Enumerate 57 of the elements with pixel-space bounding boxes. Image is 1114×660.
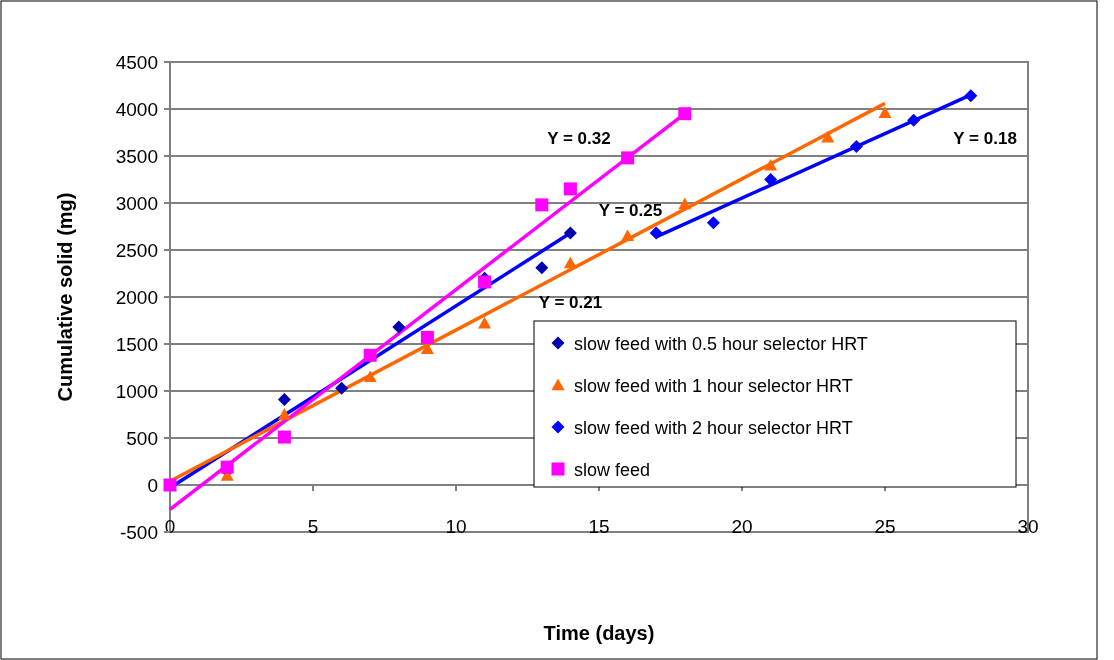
point <box>277 392 291 406</box>
legend-label: slow feed with 2 hour selector HRT <box>574 418 853 438</box>
y-tick-label: 4500 <box>115 52 158 73</box>
point <box>649 226 663 240</box>
y-tick-label: 3500 <box>115 146 158 167</box>
annotation: Y = 0.21 <box>538 293 603 313</box>
x-tick-label: 5 <box>307 516 319 537</box>
x-tick-label: 30 <box>1017 516 1039 537</box>
point <box>420 330 434 344</box>
y-tick-label: 2500 <box>115 240 158 261</box>
point <box>706 216 720 230</box>
legend-label: slow feed with 1 hour selector HRT <box>574 376 853 396</box>
y-tick-label: 0 <box>147 475 158 496</box>
legend-label: slow feed with 0.5 hour selector HRT <box>574 334 868 354</box>
point <box>220 460 234 474</box>
point <box>277 408 291 420</box>
point <box>764 173 778 186</box>
point <box>392 320 406 334</box>
point <box>335 381 349 395</box>
point <box>163 478 177 492</box>
y-tick-label: 2000 <box>115 287 158 308</box>
point <box>764 158 778 171</box>
annotation: Y = 0.25 <box>598 201 663 221</box>
y-tick-label: -500 <box>119 522 158 543</box>
legend-label: slow feed <box>574 460 651 480</box>
point <box>563 182 577 196</box>
x-tick-label: 25 <box>874 516 896 537</box>
y-tick-label: 3000 <box>115 193 158 214</box>
y-tick-label: 500 <box>126 428 158 449</box>
point <box>878 106 892 118</box>
point <box>535 261 549 275</box>
point <box>678 107 692 121</box>
point <box>821 130 835 143</box>
y-axis-title: Cumulative solid (mg) <box>54 192 76 402</box>
point <box>678 197 692 210</box>
annotation: Y = 0.32 <box>547 128 611 148</box>
x-tick-label: 15 <box>588 516 610 537</box>
point <box>478 316 492 329</box>
y-tick-label: 1000 <box>115 381 158 402</box>
point <box>563 256 577 269</box>
point <box>964 89 978 103</box>
annotation: Y = 0.18 <box>953 128 1017 148</box>
point <box>907 113 921 127</box>
y-tick-label: 4000 <box>115 99 158 120</box>
x-tick-label: 20 <box>731 516 753 537</box>
x-axis-title: Time (days) <box>543 622 655 644</box>
x-tick-label: 10 <box>445 516 467 537</box>
point <box>849 140 863 154</box>
point <box>535 198 549 212</box>
y-tick-label: 1500 <box>115 334 158 355</box>
point <box>363 370 377 383</box>
point <box>563 226 577 240</box>
point <box>621 229 635 242</box>
point <box>478 275 492 289</box>
point <box>621 151 635 165</box>
point <box>363 348 377 362</box>
point <box>277 430 291 444</box>
